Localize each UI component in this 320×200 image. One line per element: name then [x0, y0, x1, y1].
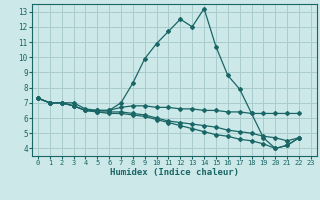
X-axis label: Humidex (Indice chaleur): Humidex (Indice chaleur) — [110, 168, 239, 177]
